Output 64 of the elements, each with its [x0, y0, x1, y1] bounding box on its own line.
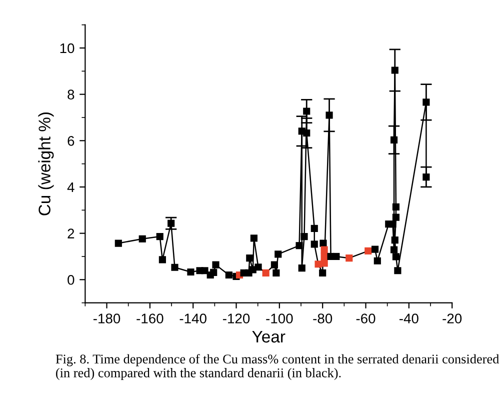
point	[332, 252, 340, 260]
point	[114, 240, 122, 247]
x-tick-label: -140	[180, 314, 206, 324]
x-axis-title: Year	[252, 330, 286, 343]
x-tick-label: -60	[356, 314, 376, 324]
x-tick-label: -80	[313, 314, 332, 324]
y-axis-title: Cu (weight %)	[38, 112, 54, 216]
point	[392, 203, 400, 210]
y-tick-label: 10	[60, 43, 74, 54]
point	[374, 257, 381, 264]
point	[390, 136, 398, 144]
y-tick-label: 4	[67, 182, 74, 192]
point	[274, 250, 282, 258]
point	[422, 173, 430, 181]
point	[326, 112, 333, 119]
x-tick-label: -180	[93, 314, 120, 324]
point	[250, 234, 258, 242]
point	[270, 261, 278, 268]
point	[158, 256, 166, 264]
point	[201, 267, 208, 274]
x-tick-label: -120	[222, 314, 250, 324]
point	[171, 264, 178, 271]
point	[310, 240, 318, 248]
y-tick-label: 0	[68, 274, 74, 285]
point	[168, 220, 175, 227]
point	[298, 264, 306, 272]
point	[272, 269, 280, 276]
point	[389, 220, 396, 228]
y-tick-label: 2	[68, 228, 74, 238]
point	[319, 269, 326, 276]
point	[303, 108, 310, 115]
point	[346, 254, 353, 262]
point	[422, 98, 430, 106]
point	[303, 129, 310, 137]
point	[156, 233, 164, 240]
point	[392, 214, 400, 221]
point	[187, 268, 194, 276]
point	[262, 269, 270, 276]
x-tick-label: -160	[136, 314, 164, 324]
y-tick-label: 6	[68, 136, 74, 146]
point	[246, 254, 254, 262]
point	[310, 224, 318, 232]
point	[371, 246, 379, 253]
x-tick-label: -100	[266, 314, 293, 324]
point	[300, 233, 308, 240]
point	[254, 264, 262, 271]
point	[138, 235, 146, 242]
point	[210, 268, 218, 276]
point	[394, 267, 402, 274]
point	[296, 242, 303, 250]
y-tick-label: 8	[68, 90, 74, 100]
point	[320, 260, 328, 267]
point	[391, 66, 398, 74]
x-tick-label: -40	[400, 314, 418, 324]
point	[320, 246, 328, 254]
point	[364, 247, 372, 254]
point	[391, 236, 398, 244]
point	[392, 253, 400, 260]
caption: Fig. 8. Time dependence of the Cu mass% content in the serrated denarii considered (in red) compared with the standard denarii (in black).	[56, 354, 500, 380]
point	[212, 261, 220, 268]
point	[390, 246, 398, 254]
point	[225, 271, 232, 279]
point	[320, 240, 327, 247]
x-tick-label: -20	[442, 314, 462, 324]
